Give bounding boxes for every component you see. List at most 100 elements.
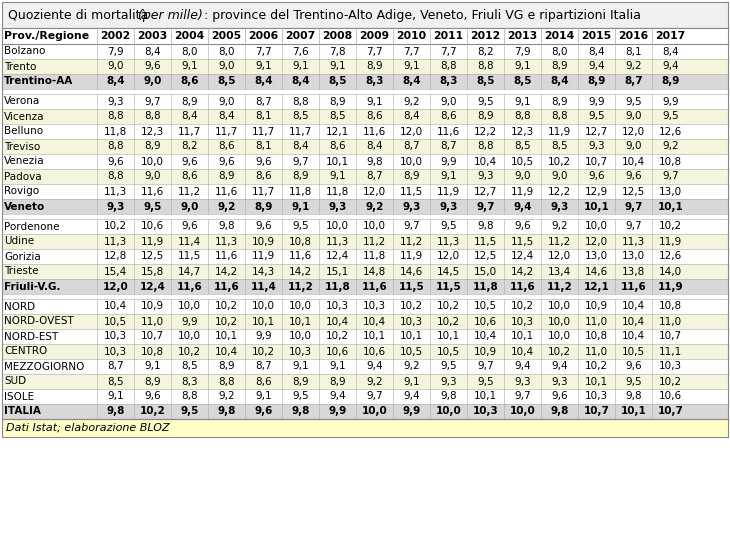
Text: 14,7: 14,7 bbox=[178, 266, 201, 277]
Text: 9,3: 9,3 bbox=[551, 376, 568, 387]
Text: 8,8: 8,8 bbox=[181, 391, 198, 402]
Text: CENTRO: CENTRO bbox=[4, 347, 47, 357]
Text: 9,2: 9,2 bbox=[218, 201, 236, 211]
Text: Verona: Verona bbox=[4, 97, 40, 106]
Text: 9,0: 9,0 bbox=[145, 171, 161, 182]
Text: 10,8: 10,8 bbox=[659, 302, 682, 311]
Bar bbox=[2, 89, 728, 94]
Text: 12,7: 12,7 bbox=[585, 127, 608, 137]
Text: 9,8: 9,8 bbox=[291, 406, 310, 417]
Text: 8,3: 8,3 bbox=[365, 76, 384, 87]
Text: 8,7: 8,7 bbox=[366, 171, 383, 182]
Text: 14,8: 14,8 bbox=[363, 266, 386, 277]
Text: 9,0: 9,0 bbox=[143, 76, 161, 87]
Bar bbox=[2, 359, 728, 374]
Bar bbox=[2, 74, 728, 89]
Text: 11,6: 11,6 bbox=[141, 186, 164, 197]
Text: 9,5: 9,5 bbox=[588, 112, 605, 122]
Text: 9,9: 9,9 bbox=[588, 97, 605, 106]
Text: 10,2: 10,2 bbox=[585, 362, 608, 372]
Text: 11,7: 11,7 bbox=[215, 127, 238, 137]
Text: 9,4: 9,4 bbox=[329, 391, 346, 402]
Text: Prov./Regione: Prov./Regione bbox=[4, 31, 89, 41]
Bar bbox=[2, 314, 728, 329]
Text: 2012: 2012 bbox=[470, 31, 501, 41]
Bar bbox=[2, 154, 728, 169]
Text: 9,7: 9,7 bbox=[625, 222, 642, 232]
Text: 10,5: 10,5 bbox=[400, 347, 423, 357]
Text: 10,6: 10,6 bbox=[363, 347, 386, 357]
Text: 12,0: 12,0 bbox=[585, 237, 608, 247]
Text: 8,8: 8,8 bbox=[292, 97, 309, 106]
Text: 9,9: 9,9 bbox=[255, 332, 272, 342]
Text: 9,5: 9,5 bbox=[477, 376, 493, 387]
Text: 8,6: 8,6 bbox=[440, 112, 457, 122]
Text: 13,0: 13,0 bbox=[659, 186, 682, 197]
Text: 10,4: 10,4 bbox=[511, 347, 534, 357]
Text: 8,0: 8,0 bbox=[551, 46, 568, 57]
Text: 7,6: 7,6 bbox=[292, 46, 309, 57]
Text: 8,9: 8,9 bbox=[254, 201, 273, 211]
Text: 11,8: 11,8 bbox=[363, 252, 386, 262]
Text: 9,6: 9,6 bbox=[255, 222, 272, 232]
Text: 9,9: 9,9 bbox=[402, 406, 420, 417]
Text: 11,6: 11,6 bbox=[289, 252, 312, 262]
Text: Quoziente di mortalità: Quoziente di mortalità bbox=[8, 9, 153, 21]
Text: 11,4: 11,4 bbox=[178, 237, 201, 247]
Text: 8,3: 8,3 bbox=[181, 376, 198, 387]
Text: 9,8: 9,8 bbox=[218, 406, 236, 417]
Text: 10,6: 10,6 bbox=[326, 347, 349, 357]
Text: 10,5: 10,5 bbox=[437, 347, 460, 357]
Text: 9,6: 9,6 bbox=[218, 156, 235, 167]
Text: 9,9: 9,9 bbox=[440, 156, 457, 167]
Text: 10,7: 10,7 bbox=[585, 156, 608, 167]
Text: 9,7: 9,7 bbox=[403, 222, 420, 232]
Text: 9,9: 9,9 bbox=[328, 406, 347, 417]
Text: 9,8: 9,8 bbox=[440, 391, 457, 402]
Text: 9,4: 9,4 bbox=[403, 391, 420, 402]
Text: 10,5: 10,5 bbox=[622, 347, 645, 357]
Text: 12,6: 12,6 bbox=[659, 252, 682, 262]
Text: 10,3: 10,3 bbox=[289, 347, 312, 357]
Text: 11,5: 11,5 bbox=[511, 237, 534, 247]
Text: SUD: SUD bbox=[4, 376, 26, 387]
Text: 9,1: 9,1 bbox=[403, 376, 420, 387]
Text: Padova: Padova bbox=[4, 171, 42, 182]
Text: 11,3: 11,3 bbox=[104, 186, 127, 197]
Text: 9,4: 9,4 bbox=[662, 61, 679, 72]
Text: 11,6: 11,6 bbox=[177, 281, 202, 292]
Text: 9,3: 9,3 bbox=[439, 201, 458, 211]
Text: 11,6: 11,6 bbox=[214, 281, 239, 292]
Text: 8,9: 8,9 bbox=[218, 171, 235, 182]
Text: 8,4: 8,4 bbox=[550, 76, 569, 87]
Text: 10,9: 10,9 bbox=[141, 302, 164, 311]
Text: 10,3: 10,3 bbox=[104, 332, 127, 342]
Text: 9,5: 9,5 bbox=[625, 376, 642, 387]
Text: 10,0: 10,0 bbox=[363, 222, 386, 232]
Text: 10,2: 10,2 bbox=[215, 317, 238, 326]
Text: 7,7: 7,7 bbox=[255, 46, 272, 57]
Text: Trentino-AA: Trentino-AA bbox=[4, 76, 73, 87]
Text: 10,0: 10,0 bbox=[510, 406, 535, 417]
Text: 12,4: 12,4 bbox=[326, 252, 349, 262]
Text: 8,2: 8,2 bbox=[477, 46, 493, 57]
Text: 14,5: 14,5 bbox=[437, 266, 460, 277]
Text: 11,8: 11,8 bbox=[325, 281, 350, 292]
Text: 10,5: 10,5 bbox=[104, 317, 127, 326]
Text: 9,5: 9,5 bbox=[625, 97, 642, 106]
Text: 10,2: 10,2 bbox=[659, 376, 682, 387]
Text: 2016: 2016 bbox=[618, 31, 649, 41]
Bar bbox=[2, 109, 728, 124]
Text: 9,0: 9,0 bbox=[626, 142, 642, 152]
Text: 10,1: 10,1 bbox=[363, 332, 386, 342]
Text: 11,0: 11,0 bbox=[585, 347, 608, 357]
Text: 9,8: 9,8 bbox=[550, 406, 569, 417]
Text: 9,5: 9,5 bbox=[440, 222, 457, 232]
Text: 10,2: 10,2 bbox=[548, 156, 571, 167]
Bar bbox=[2, 279, 728, 294]
Text: 8,5: 8,5 bbox=[476, 76, 495, 87]
Text: 9,1: 9,1 bbox=[255, 391, 272, 402]
Text: 9,8: 9,8 bbox=[218, 222, 235, 232]
Text: 2002: 2002 bbox=[101, 31, 131, 41]
Bar bbox=[2, 344, 728, 359]
